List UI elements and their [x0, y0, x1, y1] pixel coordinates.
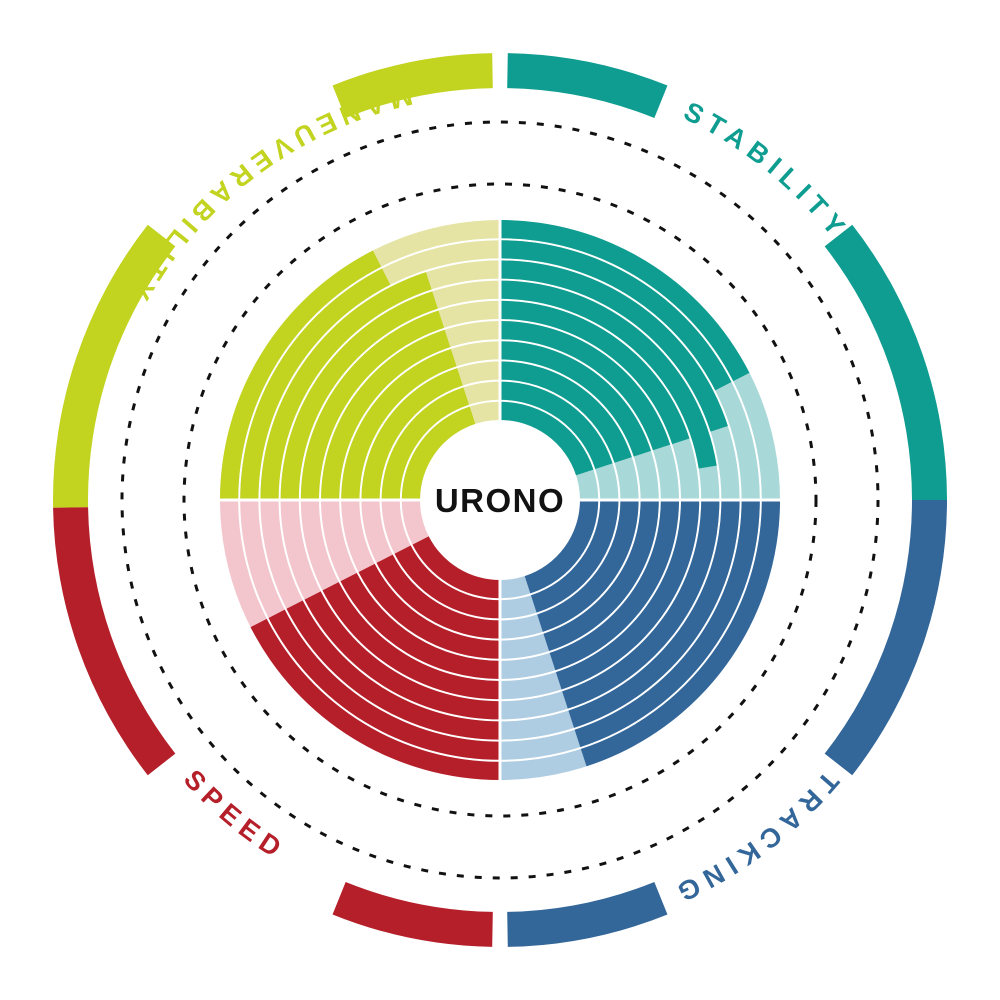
ring-value-maneuverability — [260, 272, 432, 500]
ring-value-maneuverability — [240, 268, 391, 500]
axis-label-tracking-text: TRACKING — [667, 766, 838, 910]
ring-value-speed — [394, 545, 500, 619]
outer-axis-arc-tracking[interactable] — [824, 500, 947, 776]
ring-value-speed — [286, 600, 500, 740]
outer-axis-arc-tracking[interactable] — [507, 881, 668, 947]
ring-values-layer — [220, 220, 780, 780]
ring-value-stability — [500, 321, 671, 451]
outer-axis-arcs-layer — [53, 53, 947, 947]
ring-value-tracking — [549, 500, 679, 671]
ring-value-stability — [500, 220, 750, 382]
ring-value-stability — [500, 401, 594, 476]
ring-value-speed — [412, 536, 500, 599]
ring-value-speed — [358, 563, 500, 659]
ring-value-tracking — [543, 500, 659, 652]
ring-value-speed — [250, 618, 500, 780]
ring-value-speed — [268, 609, 500, 760]
ring-value-stability — [500, 240, 732, 391]
ring-value-tracking — [537, 500, 639, 632]
center-label: URONO — [435, 482, 565, 519]
ring-value-maneuverability — [220, 250, 382, 500]
ring-value-maneuverability — [300, 310, 445, 500]
ring-value-speed — [340, 573, 500, 679]
ring-value-speed — [322, 582, 500, 700]
axis-label-stability: STABILITY — [679, 96, 855, 246]
dotted-reference-circle — [120, 120, 880, 880]
axis-label-tracking: TRACKING — [667, 766, 845, 910]
outer-axis-arc-speed[interactable] — [53, 507, 176, 776]
ring-value-stability — [500, 341, 652, 457]
ring-value-tracking — [524, 500, 599, 594]
ring-value-tracking — [568, 500, 740, 728]
ring-value-maneuverability — [381, 387, 470, 500]
ring-value-tracking — [574, 500, 760, 748]
axis-label-speed: SPEED — [178, 764, 292, 867]
axis-label-stability-text: STABILITY — [679, 96, 848, 246]
ring-value-maneuverability — [401, 406, 476, 500]
center-hole — [422, 422, 578, 578]
ring-separators-layer — [218, 218, 782, 782]
ring-value-maneuverability — [341, 348, 457, 500]
outer-axis-arc-stability[interactable] — [824, 224, 947, 500]
ring-value-maneuverability — [280, 291, 438, 500]
ring-value-stability — [500, 300, 690, 445]
outer-axis-arc-stability[interactable] — [507, 53, 668, 119]
dotted-reference-circles — [120, 120, 880, 880]
axis-label-speed-text: SPEED — [178, 764, 285, 867]
ring-value-tracking — [530, 500, 619, 613]
ring-value-speed — [376, 554, 500, 639]
ring-value-stability — [500, 361, 632, 463]
outer-axis-arc-speed[interactable] — [332, 881, 493, 947]
outer-axis-arc-maneuverability[interactable] — [332, 53, 493, 119]
ring-value-maneuverability — [321, 329, 451, 500]
ring-value-tracking — [555, 500, 700, 690]
ring-value-maneuverability — [361, 368, 463, 500]
ring-value-stability — [500, 280, 717, 469]
dotted-reference-circle — [182, 182, 818, 818]
outer-axis-arc-maneuverability[interactable] — [53, 224, 176, 508]
ring-value-stability — [500, 260, 728, 432]
ring-value-tracking — [580, 500, 780, 767]
ring-value-tracking — [562, 500, 720, 709]
ring-value-speed — [304, 591, 500, 720]
ring-value-stability — [500, 381, 613, 470]
